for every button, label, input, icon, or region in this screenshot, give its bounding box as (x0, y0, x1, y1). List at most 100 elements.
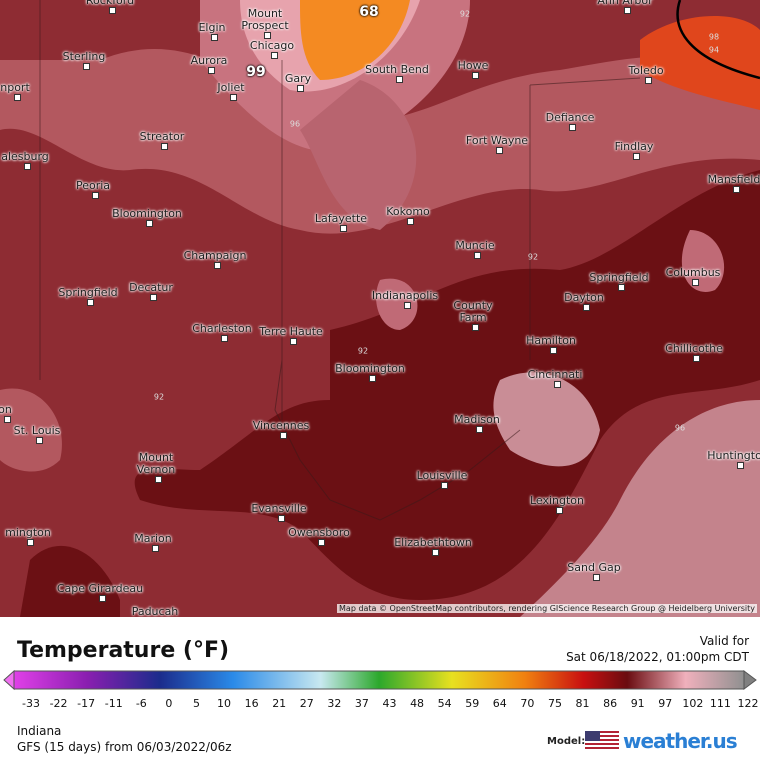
city-marker (404, 302, 411, 309)
legend-tick-label: 27 (299, 697, 314, 710)
city-label: Peoria (75, 179, 111, 192)
valid-label: Valid for (699, 634, 749, 648)
city-marker (152, 545, 159, 552)
region: Indiana (17, 724, 62, 738)
map-layer (0, 0, 760, 617)
legend-tick-label: 54 (437, 697, 452, 710)
city-label: Bloomington (335, 362, 405, 375)
legend-tick-label: 48 (410, 697, 425, 710)
colorbar (3, 669, 757, 691)
city-marker (633, 153, 640, 160)
city-label: Indianapolis (371, 289, 439, 302)
city-marker (87, 299, 94, 306)
city-label: Cincinnati (527, 368, 583, 381)
legend-tick-label: 91 (630, 697, 645, 710)
brand: weather.us (623, 729, 738, 753)
legend-tick-label: 97 (658, 697, 673, 710)
contour-label: 94 (708, 45, 720, 55)
city-marker (318, 539, 325, 546)
legend-tick-label: 5 (192, 697, 200, 710)
city-label: Hamilton (526, 334, 576, 347)
city-label: Columbus (665, 266, 721, 279)
city-label: Dayton (564, 291, 604, 304)
city-label: Champaign (183, 249, 247, 262)
city-marker (407, 218, 414, 225)
city-label: Springfield (589, 271, 649, 284)
city-label: St. Louis (13, 424, 61, 437)
city-marker (472, 324, 479, 331)
city-label: Mansfield (707, 173, 760, 186)
city-label: Marion (134, 532, 172, 545)
city-marker (92, 192, 99, 199)
legend-tick-label: 32 (327, 697, 342, 710)
city-marker (208, 67, 215, 74)
city-label: Elgin (198, 21, 226, 34)
city-marker (396, 76, 403, 83)
city-label: on (0, 403, 12, 416)
legend-tick-label: -22 (49, 697, 68, 710)
city-marker (474, 252, 481, 259)
city-label: Mount Vernon (136, 451, 176, 476)
city-label: Huntington (707, 449, 760, 462)
legend-tick-label: 0 (165, 697, 173, 710)
city-marker (624, 7, 631, 14)
contour-label: 96 (674, 423, 686, 433)
city-label: nport (0, 81, 30, 94)
legend-tick-label: 86 (603, 697, 618, 710)
legend-tick-label: 64 (492, 697, 507, 710)
city-label: Paducah (131, 605, 179, 618)
city-marker (264, 32, 271, 39)
city-label: Aurora (190, 54, 228, 67)
city-label: South Bend (365, 63, 429, 76)
city-marker (692, 279, 699, 286)
legend-tick-label: 10 (217, 697, 232, 710)
city-marker (27, 539, 34, 546)
city-label: Chillicothe (665, 342, 723, 355)
city-label: Louisville (416, 469, 468, 482)
legend-tick-label: 59 (465, 697, 480, 710)
us-flag (585, 731, 619, 751)
city-marker (211, 34, 218, 41)
city-label: Sand Gap (567, 561, 621, 574)
city-label: Fort Wayne (465, 134, 529, 147)
legend-tick-label: 81 (575, 697, 590, 710)
city-marker (476, 426, 483, 433)
contour-label: 98 (708, 32, 720, 42)
city-marker (14, 94, 21, 101)
legend-tick-label: 16 (244, 697, 259, 710)
legend-tick-label: -11 (104, 697, 123, 710)
legend-tick-label: -33 (22, 697, 40, 710)
legend-tick-label: 37 (354, 697, 369, 710)
city-label: Lexington (529, 494, 585, 507)
legend-tick-label: 70 (520, 697, 535, 710)
city-marker (24, 163, 31, 170)
city-marker (340, 225, 347, 232)
city-label: Joliet (217, 81, 245, 94)
city-marker (290, 338, 297, 345)
city-label: County Farm (453, 299, 493, 324)
legend-tick-label: 102 (682, 697, 704, 710)
city-marker (583, 304, 590, 311)
valid-time: Sat 06/18/2022, 01:00pm CDT (566, 650, 749, 664)
city-marker (645, 77, 652, 84)
city-label: Vincennes (252, 419, 310, 432)
city-label: Kokomo (386, 205, 430, 218)
city-marker (569, 124, 576, 131)
city-label: Chicago (249, 39, 295, 52)
city-marker (150, 294, 157, 301)
city-marker (4, 416, 11, 423)
attribution: Map data © OpenStreetMap contributors, r… (337, 604, 757, 613)
city-label: Streator (139, 130, 185, 143)
city-label: Cape Girardeau (56, 582, 144, 595)
legend-tick-label: -6 (135, 697, 147, 710)
city-marker (146, 220, 153, 227)
contour-label: 92 (459, 9, 471, 19)
contour-label: 68 (359, 4, 379, 20)
city-marker (618, 284, 625, 291)
city-label: Lafayette (314, 212, 368, 225)
city-label: Springfield (58, 286, 118, 299)
contour-label: 92 (527, 252, 539, 262)
contour-label: 92 (357, 346, 369, 356)
legend-tick-label: 122 (737, 697, 759, 710)
